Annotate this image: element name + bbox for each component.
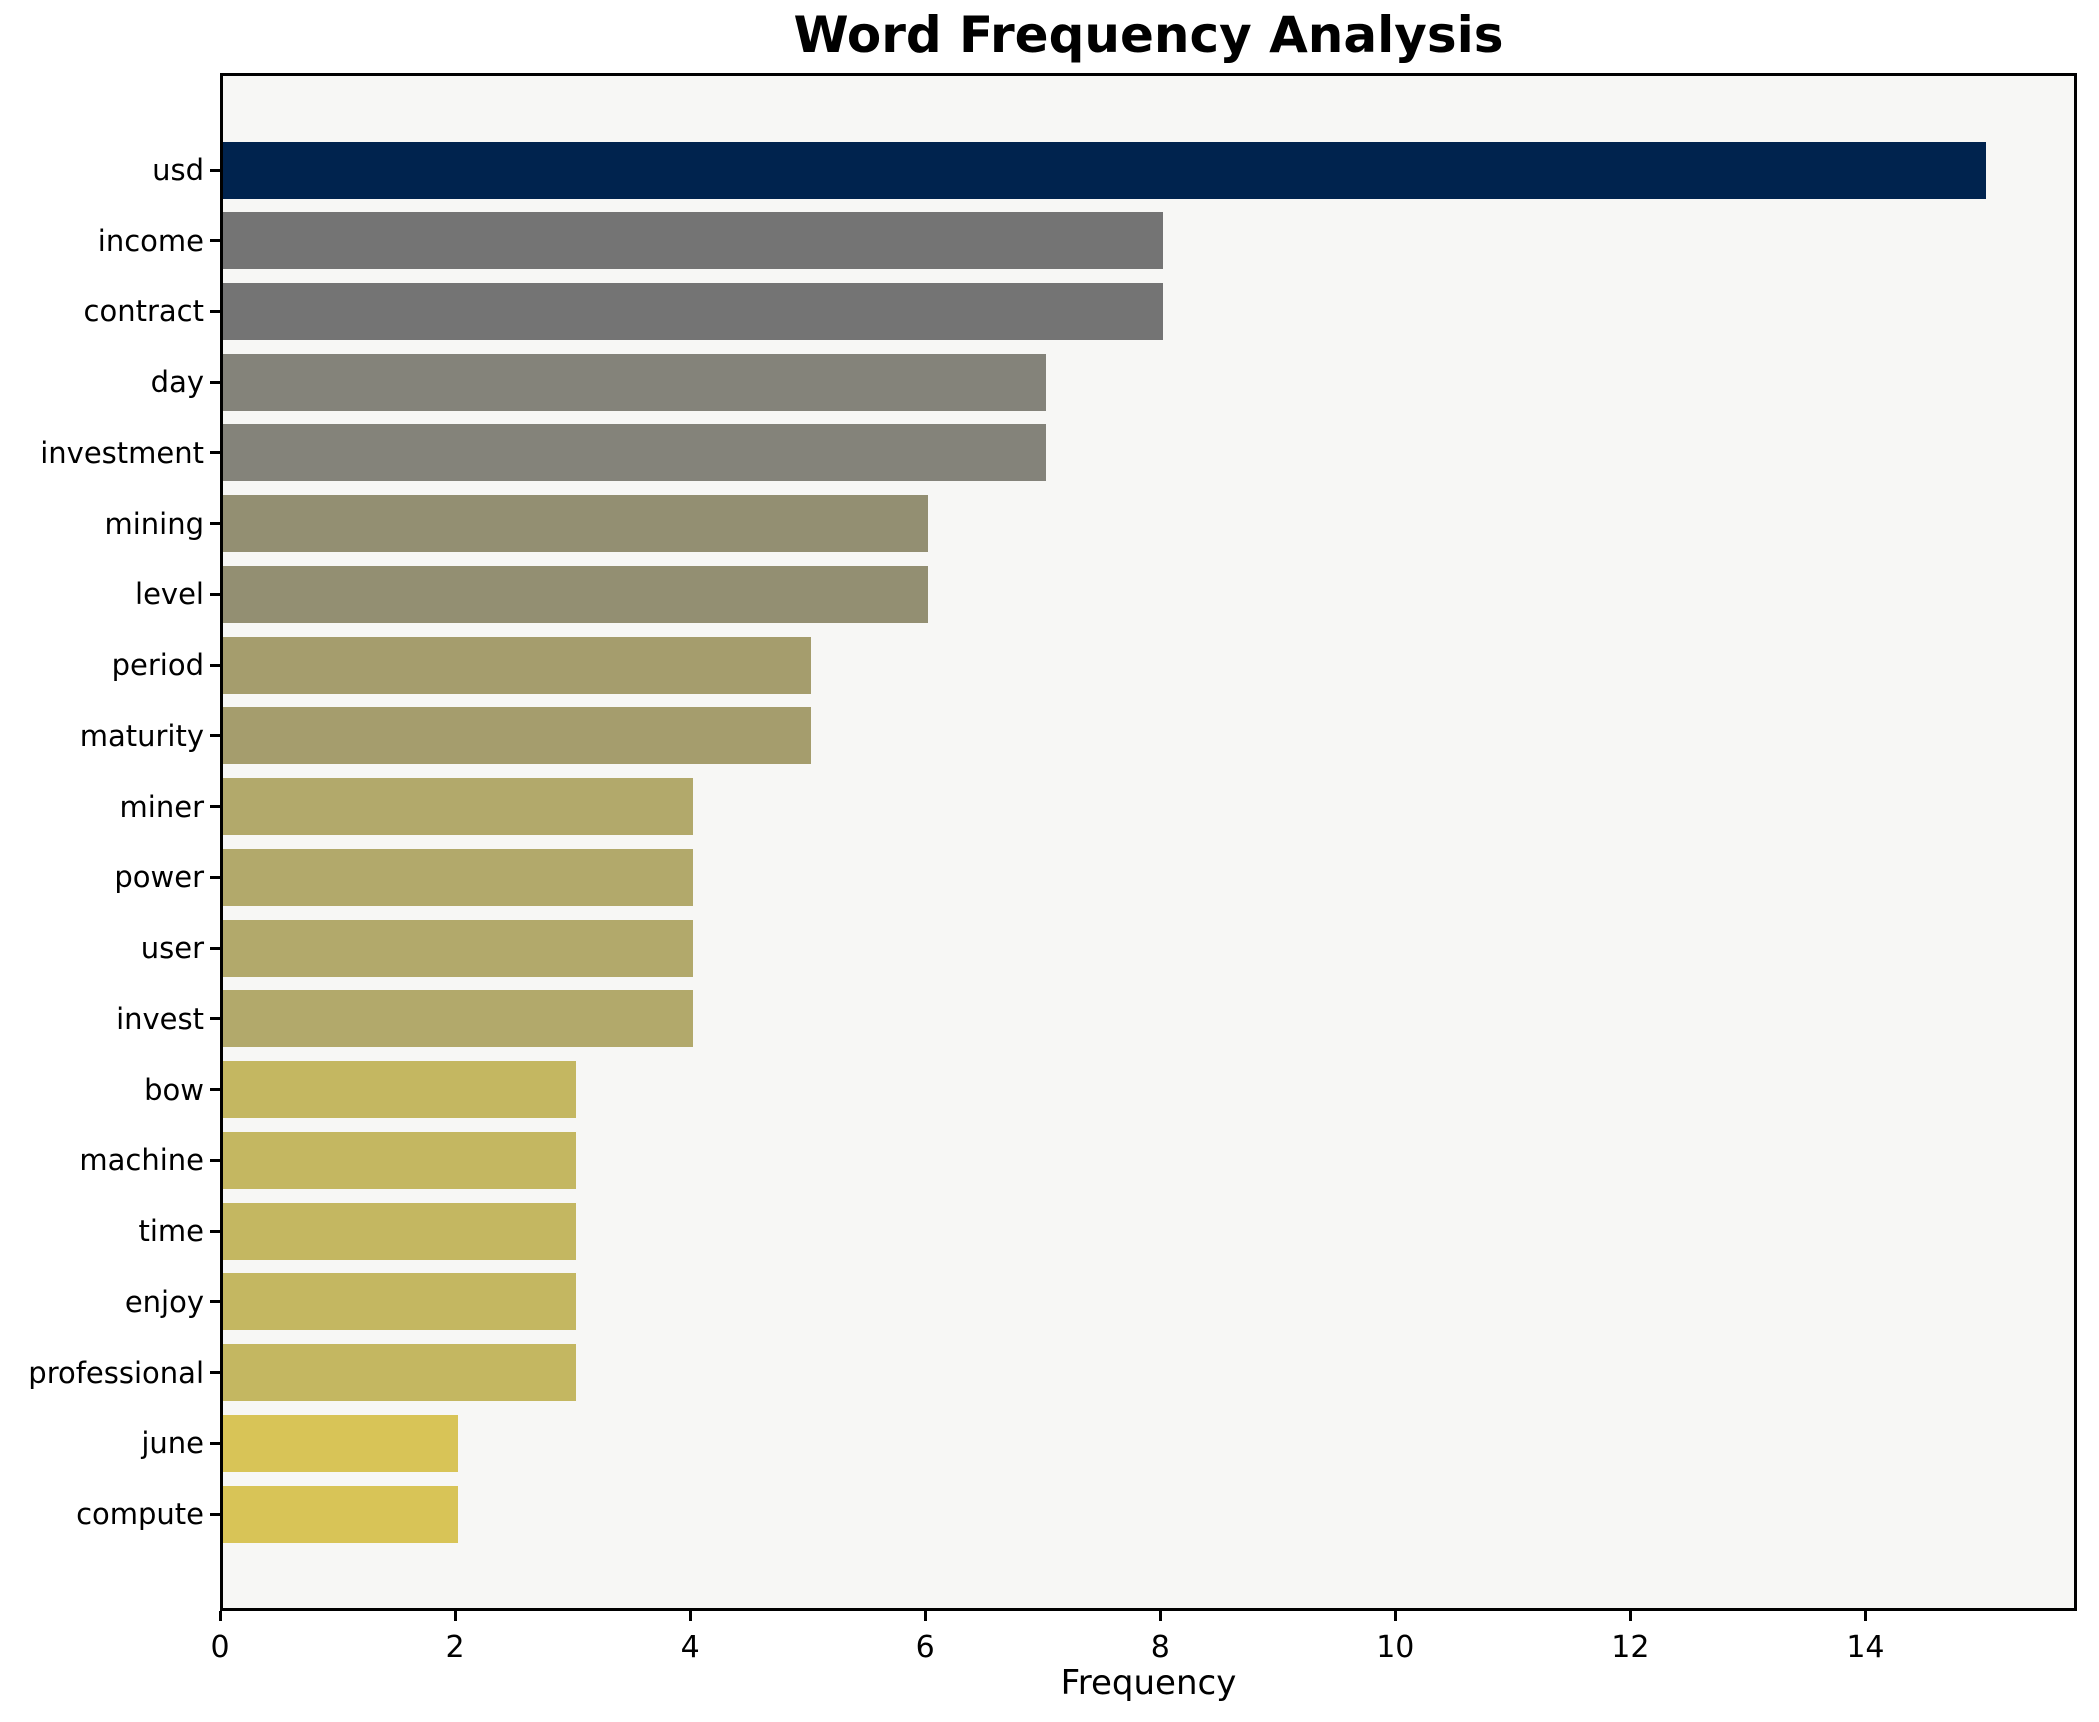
y-tick-label-miner: miner <box>119 789 204 824</box>
bar-contract <box>223 282 1164 340</box>
bar-investment <box>223 424 1046 482</box>
x-tick-label-10: 10 <box>1376 1630 1415 1665</box>
bar-compute <box>223 1485 459 1543</box>
y-tick-mark <box>210 522 220 526</box>
y-tick-mark <box>210 1512 220 1516</box>
y-tick-label-time: time <box>138 1214 204 1249</box>
y-tick-label-day: day <box>150 365 204 400</box>
x-tick-label-4: 4 <box>680 1630 700 1665</box>
y-tick-label-machine: machine <box>79 1143 204 1178</box>
bar-day <box>223 353 1046 411</box>
bar-usd <box>223 141 1986 199</box>
x-tick-mark <box>923 1611 927 1621</box>
y-tick-label-mining: mining <box>104 506 204 541</box>
bar-professional <box>223 1344 576 1402</box>
x-tick-label-8: 8 <box>1150 1630 1170 1665</box>
y-tick-mark <box>210 380 220 384</box>
plot-area <box>220 73 2077 1611</box>
y-tick-mark <box>210 592 220 596</box>
bar-enjoy <box>223 1273 576 1331</box>
x-tick-mark <box>1863 1611 1867 1621</box>
y-tick-label-income: income <box>97 223 204 258</box>
y-tick-mark <box>210 1017 220 1021</box>
y-tick-label-usd: usd <box>152 153 204 187</box>
bar-period <box>223 636 811 694</box>
bar-mining <box>223 495 929 553</box>
y-tick-mark <box>210 663 220 667</box>
x-tick-label-14: 14 <box>1846 1630 1885 1665</box>
y-tick-mark <box>210 875 220 879</box>
y-tick-label-period: period <box>111 648 204 683</box>
y-tick-mark <box>210 168 220 172</box>
y-tick-mark <box>210 1158 220 1162</box>
y-tick-label-invest: invest <box>116 1001 204 1036</box>
y-tick-label-user: user <box>140 931 204 966</box>
y-tick-label-power: power <box>114 860 204 895</box>
bar-invest <box>223 990 694 1048</box>
bar-maturity <box>223 707 811 765</box>
y-tick-mark <box>210 1300 220 1304</box>
y-tick-label-professional: professional <box>28 1355 204 1390</box>
bar-level <box>223 565 929 623</box>
y-tick-label-compute: compute <box>76 1497 204 1532</box>
y-tick-label-maturity: maturity <box>79 718 204 753</box>
bar-machine <box>223 1131 576 1189</box>
y-tick-label-contract: contract <box>83 294 204 329</box>
y-tick-label-june: june <box>141 1426 204 1461</box>
x-tick-label-2: 2 <box>445 1630 465 1665</box>
x-tick-mark <box>1628 1611 1632 1621</box>
x-tick-mark <box>1158 1611 1162 1621</box>
x-tick-mark <box>218 1611 222 1621</box>
y-tick-mark <box>210 946 220 950</box>
bar-user <box>223 919 694 977</box>
y-tick-mark <box>210 1088 220 1092</box>
bar-time <box>223 1202 576 1260</box>
y-tick-label-bow: bow <box>144 1072 204 1107</box>
x-tick-label-0: 0 <box>210 1630 230 1665</box>
bar-june <box>223 1414 459 1472</box>
y-tick-mark <box>210 805 220 809</box>
x-tick-mark <box>688 1611 692 1621</box>
y-tick-mark <box>210 1371 220 1375</box>
bar-power <box>223 848 694 906</box>
y-tick-label-level: level <box>135 577 204 612</box>
y-tick-label-investment: investment <box>40 435 204 470</box>
x-tick-mark <box>453 1611 457 1621</box>
y-tick-mark <box>210 451 220 455</box>
bar-income <box>223 212 1164 270</box>
chart-title: Word Frequency Analysis <box>793 6 1504 64</box>
x-tick-mark <box>1393 1611 1397 1621</box>
y-tick-mark <box>210 1441 220 1445</box>
y-tick-mark <box>210 734 220 738</box>
x-tick-label-6: 6 <box>915 1630 935 1665</box>
y-tick-mark <box>210 309 220 313</box>
x-tick-label-12: 12 <box>1611 1630 1650 1665</box>
y-tick-mark <box>210 239 220 243</box>
x-axis-title: Frequency <box>1060 1663 1237 1703</box>
bar-bow <box>223 1061 576 1119</box>
bar-miner <box>223 778 694 836</box>
y-tick-label-enjoy: enjoy <box>124 1284 204 1319</box>
y-tick-mark <box>210 1229 220 1233</box>
